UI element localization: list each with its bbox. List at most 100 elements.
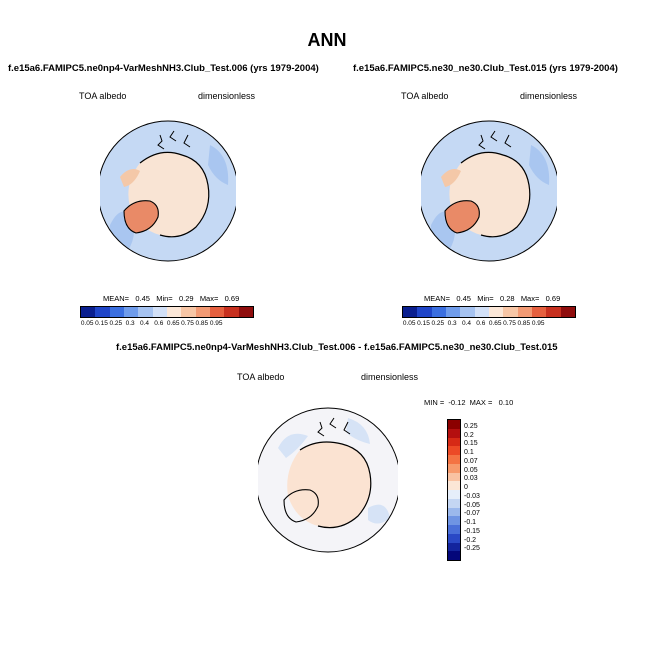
panel-2-variable: TOA albedo xyxy=(401,91,449,101)
colorbar-swatch xyxy=(152,307,167,317)
diff-colorbar xyxy=(447,419,461,561)
colorbar-swatch xyxy=(448,507,460,517)
colorbar-tick-label: 0.15 xyxy=(417,320,430,327)
colorbar-tick-label: 0.25 xyxy=(109,320,123,327)
greenland-region xyxy=(124,200,159,233)
ocean-dark-region xyxy=(208,145,229,185)
max-label: MAX = xyxy=(469,398,493,407)
colorbar-swatch xyxy=(448,446,460,455)
map-boundary xyxy=(421,120,557,262)
colorbar-swatch xyxy=(448,490,460,499)
colorbar-swatch xyxy=(503,307,518,317)
colorbar-swatch xyxy=(448,551,460,560)
colorbar-tick-label: 0.15 xyxy=(95,320,108,327)
colorbar-swatch xyxy=(517,307,532,317)
colorbar-swatch xyxy=(431,307,446,317)
min-value: 0.28 xyxy=(499,294,515,303)
coastline xyxy=(157,130,191,150)
colorbar-tick-label: 0.1 xyxy=(464,449,474,456)
colorbar-swatch xyxy=(109,307,124,317)
colorbar-tick-label: -0.05 xyxy=(464,501,480,509)
colorbar-swatch xyxy=(448,472,460,482)
colorbar-swatch xyxy=(209,307,225,317)
coastline xyxy=(460,151,531,238)
colorbar-swatch xyxy=(448,463,460,473)
colorbar-tick-label: 0.3 xyxy=(125,320,135,327)
coastline xyxy=(283,489,319,523)
colorbar-tick-label: 0.4 xyxy=(461,320,472,327)
page-title: ANN xyxy=(307,30,347,50)
colorbar-tick-label: 0.65 xyxy=(488,320,502,327)
colorbar-swatch xyxy=(448,533,460,543)
colorbar-swatch xyxy=(181,307,196,317)
panel-2-title: f.e15a6.FAMIPC5.ne30_ne30.Club_Test.015 … xyxy=(353,63,618,74)
colorbar-swatch xyxy=(403,307,418,317)
coastline xyxy=(139,151,210,238)
colorbar-swatch xyxy=(166,307,182,317)
panel-2-map xyxy=(421,120,557,262)
colorbar-swatch xyxy=(531,307,547,317)
coastline xyxy=(317,417,351,437)
colorbar-tick-label: -0.2 xyxy=(464,536,477,544)
diff-panel-variable: TOA albedo xyxy=(237,372,285,382)
colorbar-swatch xyxy=(560,307,575,317)
mean-value: 0.45 xyxy=(456,294,471,303)
max-value: 0.69 xyxy=(224,294,240,303)
coastline xyxy=(478,130,512,150)
colorbar-swatch xyxy=(448,542,460,552)
colorbar-tick-label: 0.05 xyxy=(402,320,416,327)
min-label: MIN = xyxy=(424,398,445,407)
colorbar-swatch xyxy=(195,307,210,317)
colorbar-swatch xyxy=(81,307,96,317)
panel-2-colorbar xyxy=(402,306,576,318)
colorbar-tick-label: 0.25 xyxy=(464,422,478,430)
diff-colorbar-ticks: 0.25 0.2 0.15 0.1 0.07 0.05 0.03 0 -0.03 -0.05 -0.… xyxy=(464,419,504,559)
panel-1-title: f.e15a6.FAMIPC5.ne0np4-VarMeshNH3.Club_T… xyxy=(8,63,319,74)
colorbar-tick-label: -0.25 xyxy=(464,545,480,553)
land-region xyxy=(441,169,461,187)
mean-value: 0.45 xyxy=(135,294,150,303)
panel-1-colorbar xyxy=(80,306,254,318)
min-value: 0.29 xyxy=(178,294,194,303)
colorbar-tick-label: 0.95 xyxy=(531,320,545,327)
colorbar-swatch xyxy=(448,481,460,490)
colorbar-tick-label: -0.15 xyxy=(464,527,480,535)
colorbar-tick-label: 0.03 xyxy=(464,475,478,483)
colorbar-swatch xyxy=(448,516,460,525)
colorbar-tick-label: 0.15 xyxy=(464,440,478,448)
diff-panel-units: dimensionless xyxy=(361,372,419,382)
colorbar-swatch xyxy=(546,307,561,317)
mean-label: MEAN= xyxy=(424,294,451,303)
colorbar-tick-label: 0.95 xyxy=(209,320,223,327)
colorbar-swatch xyxy=(445,307,461,317)
colorbar-tick-label: 0.6 xyxy=(476,320,486,327)
colorbar-tick-label: 0.75 xyxy=(503,320,516,327)
min-label: Min= xyxy=(156,294,173,303)
ocean-dark-region xyxy=(529,145,550,185)
panel-1-colorbar-ticks: 0.05 0.15 0.25 0.3 0.4 0.6 0.65 0.75 0.85 0.95 xyxy=(80,320,252,330)
colorbar-swatch xyxy=(448,525,460,534)
land-region xyxy=(120,169,140,187)
colorbar-tick-label: -0.07 xyxy=(464,510,480,518)
min-label: Min= xyxy=(477,294,494,303)
colorbar-tick-label: 0.2 xyxy=(464,431,474,439)
colorbar-tick-label: -0.1 xyxy=(464,519,477,526)
colorbar-tick-label: 0.3 xyxy=(447,320,457,327)
panel-2-colorbar-ticks: 0.05 0.15 0.25 0.3 0.4 0.6 0.65 0.75 0.85 0.95 xyxy=(402,320,574,330)
max-value: 0.10 xyxy=(498,398,514,407)
mean-label: MEAN= xyxy=(103,294,130,303)
diff-negative-region xyxy=(368,504,390,524)
max-label: Max= xyxy=(520,294,540,303)
colorbar-swatch xyxy=(138,307,153,317)
colorbar-swatch xyxy=(488,307,504,317)
colorbar-swatch xyxy=(123,307,139,317)
greenland-region xyxy=(445,200,480,233)
colorbar-swatch xyxy=(238,307,253,317)
colorbar-swatch xyxy=(448,437,460,447)
diff-panel-map xyxy=(258,407,398,553)
colorbar-tick-label: 0.05 xyxy=(464,466,478,474)
diff-land-region xyxy=(287,442,371,528)
coastline xyxy=(123,200,159,234)
diff-panel-stats: MIN = -0.12 MAX = 0.10 xyxy=(424,398,513,407)
colorbar-swatch xyxy=(448,455,460,464)
